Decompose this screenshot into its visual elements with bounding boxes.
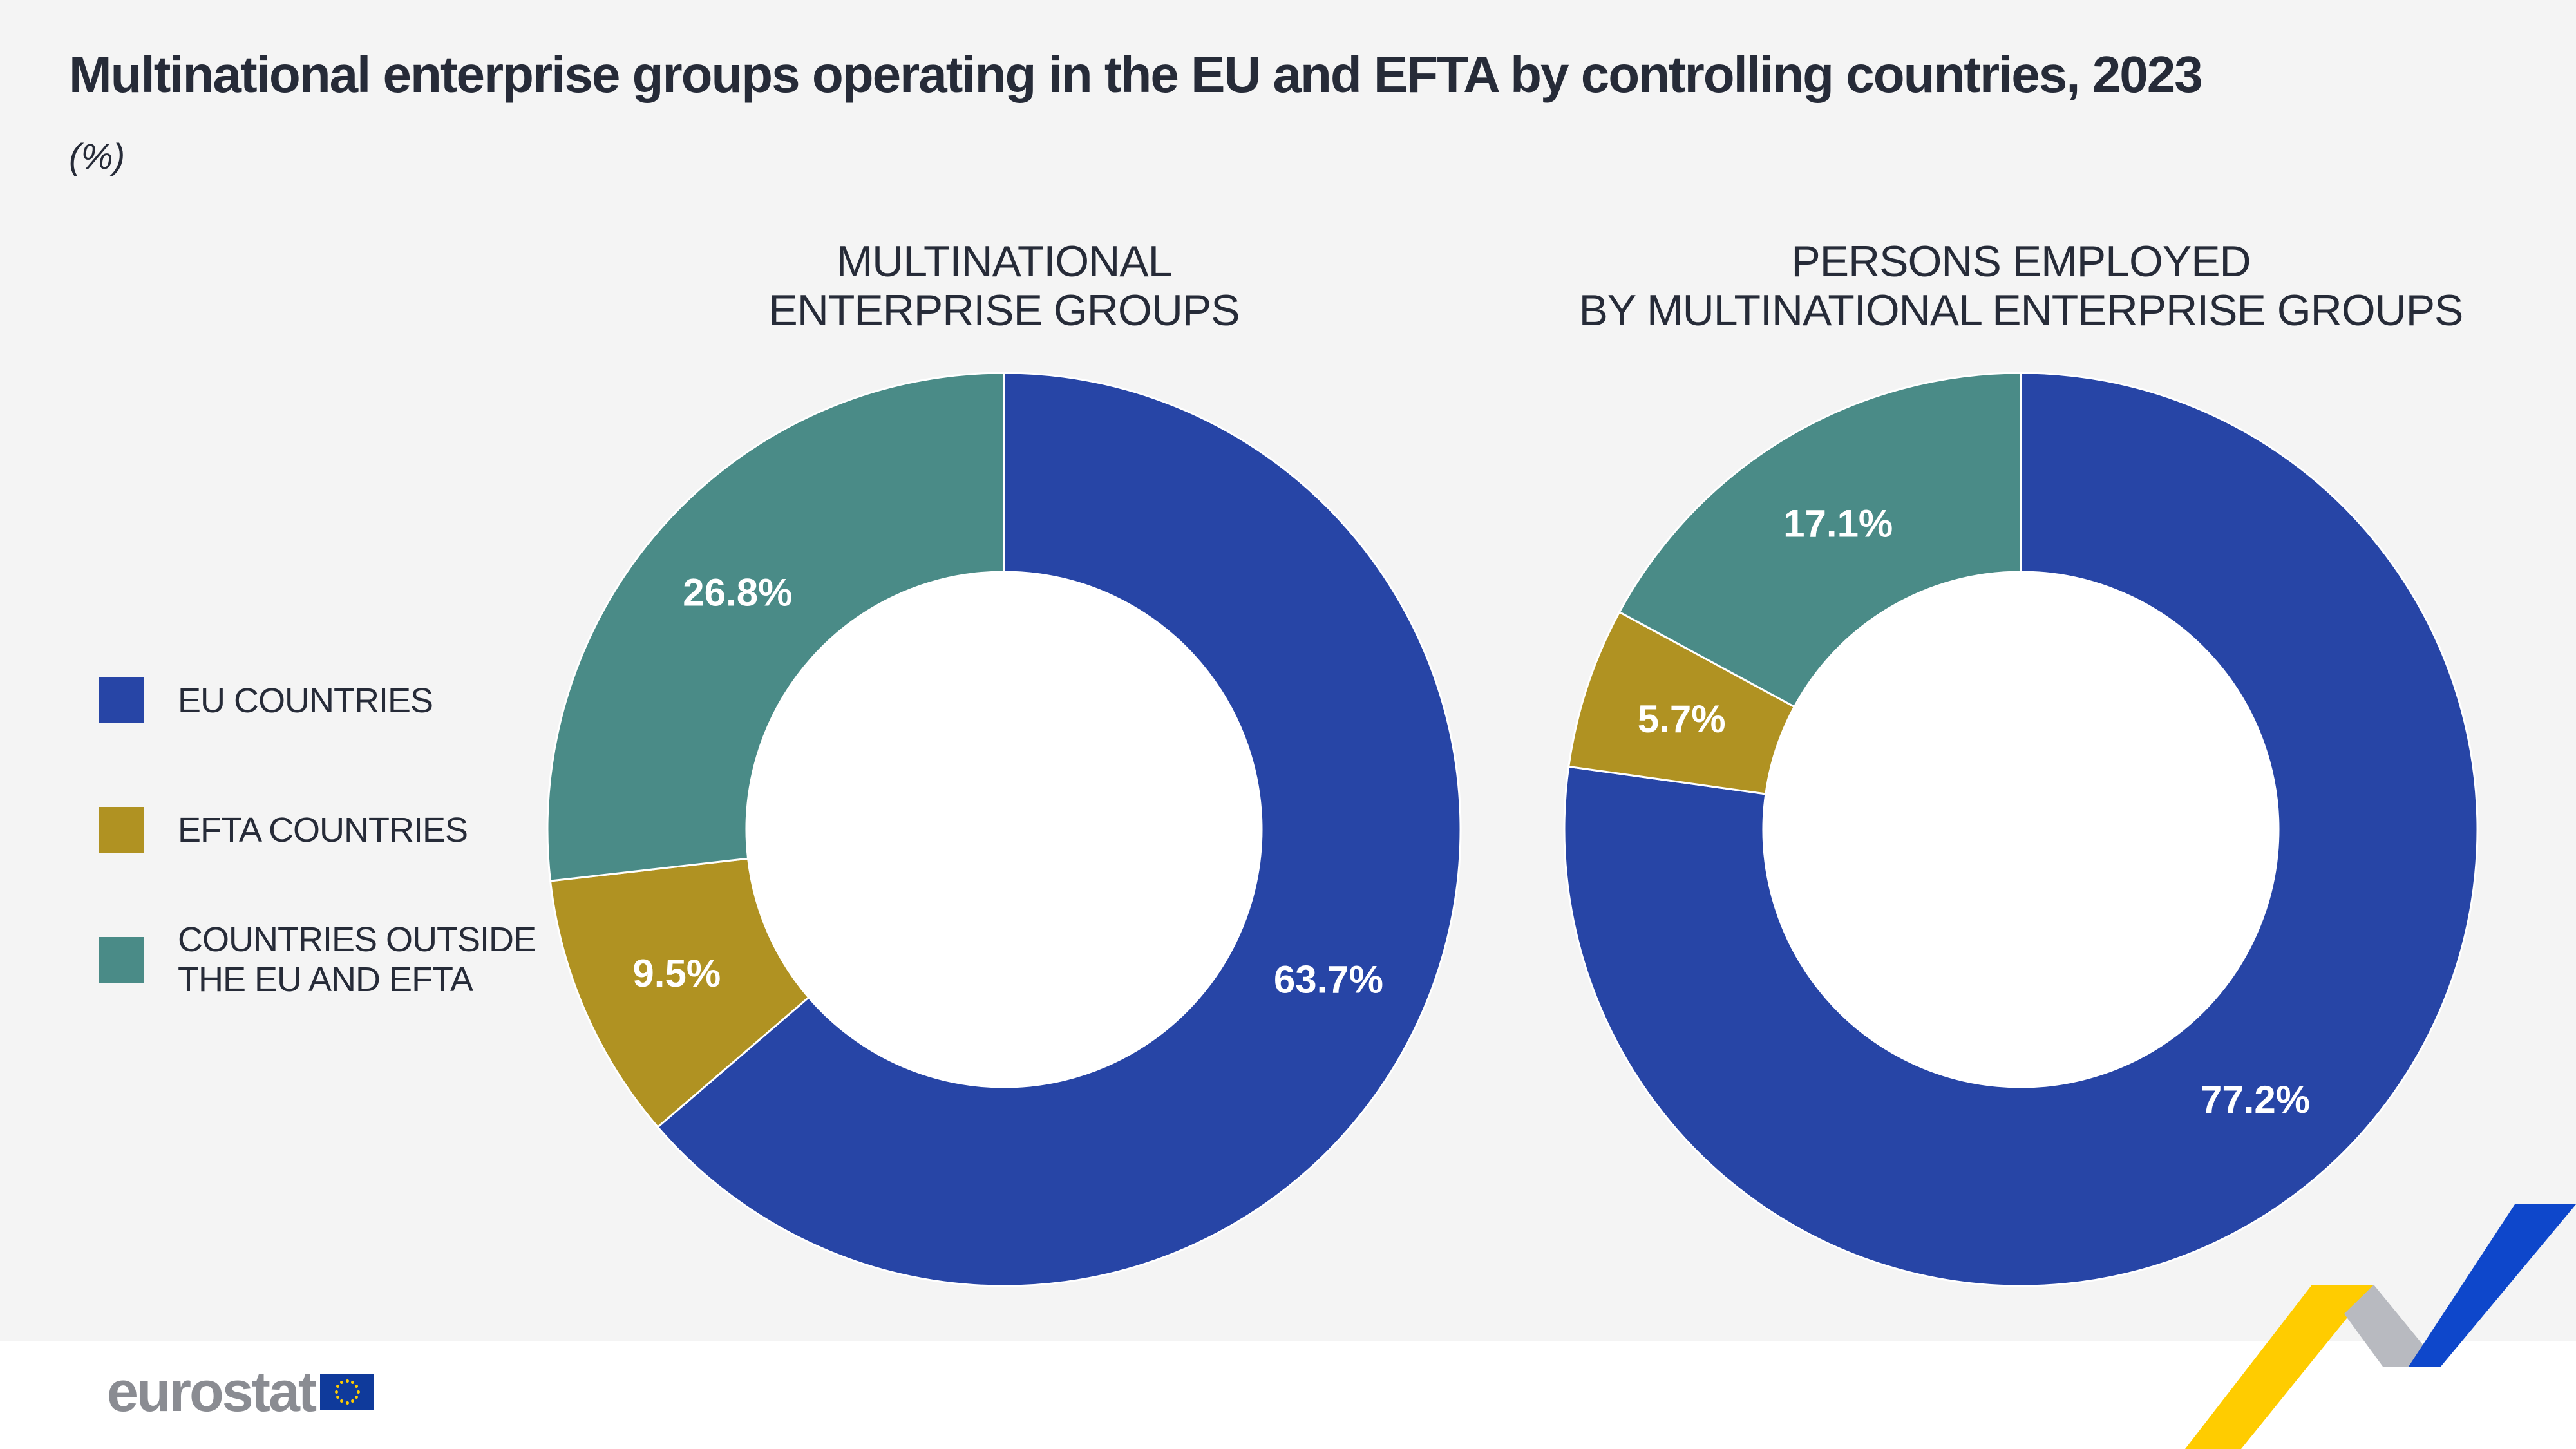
donut-hole xyxy=(746,572,1262,1087)
logo-text: eurostat xyxy=(107,1359,317,1423)
donut-title-enterprise-groups: MULTINATIONAL ENTERPRISE GROUPS xyxy=(553,237,1455,335)
flag-star xyxy=(355,1396,359,1399)
flag-star xyxy=(345,1401,349,1405)
donut-1: 77.2% 5.7% 17.1% xyxy=(1563,372,2479,1287)
corner-decoration xyxy=(2185,1204,2576,1449)
donut-title-line: MULTINATIONAL xyxy=(836,237,1173,286)
legend-swatch xyxy=(99,677,144,723)
eu-flag-icon xyxy=(320,1374,375,1410)
donut-0: 63.7% 9.5% 26.8% xyxy=(546,372,1462,1287)
data-label-efta: 9.5% xyxy=(632,952,721,995)
legend-label: EU COUNTRIES xyxy=(178,681,433,720)
decoration-blue-stripe xyxy=(2409,1204,2576,1367)
donut-hole xyxy=(1763,572,2278,1087)
data-label-eu: 77.2% xyxy=(2201,1078,2310,1121)
flag-star xyxy=(340,1399,344,1403)
donut-title-line: PERSONS EMPLOYED xyxy=(1791,237,2251,286)
flag-star xyxy=(334,1390,338,1394)
data-label-efta: 5.7% xyxy=(1638,697,1726,741)
flag-star xyxy=(355,1385,359,1388)
data-label-outside: 26.8% xyxy=(683,571,792,614)
flag-star xyxy=(356,1390,360,1394)
flag-star xyxy=(340,1380,344,1384)
legend-item-efta: EFTA COUNTRIES xyxy=(99,807,468,853)
unit-label: (%) xyxy=(69,136,126,176)
donut-title-line: BY MULTINATIONAL ENTERPRISE GROUPS xyxy=(1578,286,2464,335)
flag-star xyxy=(336,1396,339,1399)
decoration-grey-stripe xyxy=(2344,1285,2441,1367)
flag-star xyxy=(351,1399,355,1403)
flag-star xyxy=(336,1385,339,1388)
legend-swatch xyxy=(99,936,144,983)
eurostat-logo: eurostat xyxy=(107,1359,375,1425)
donut-title-line: ENTERPRISE GROUPS xyxy=(768,286,1240,335)
legend-swatch xyxy=(99,807,144,853)
decoration-yellow-stripe xyxy=(2185,1285,2374,1449)
chart-title: Multinational enterprise groups operatin… xyxy=(69,46,2203,103)
legend-label: COUNTRIES OUTSIDE THE EU AND EFTA xyxy=(178,920,536,999)
legend-item-eu: EU COUNTRIES xyxy=(99,677,433,723)
data-label-eu: 63.7% xyxy=(1274,958,1383,1001)
footer xyxy=(0,1341,2576,1449)
data-label-outside: 17.1% xyxy=(1783,502,1893,545)
flag-star xyxy=(345,1379,349,1383)
flag-star xyxy=(351,1380,355,1384)
legend-item-outside: COUNTRIES OUTSIDE THE EU AND EFTA xyxy=(99,920,536,999)
donut-title-persons-employed: PERSONS EMPLOYED BY MULTINATIONAL ENTERP… xyxy=(1570,237,2472,335)
legend-label: EFTA COUNTRIES xyxy=(178,810,468,849)
